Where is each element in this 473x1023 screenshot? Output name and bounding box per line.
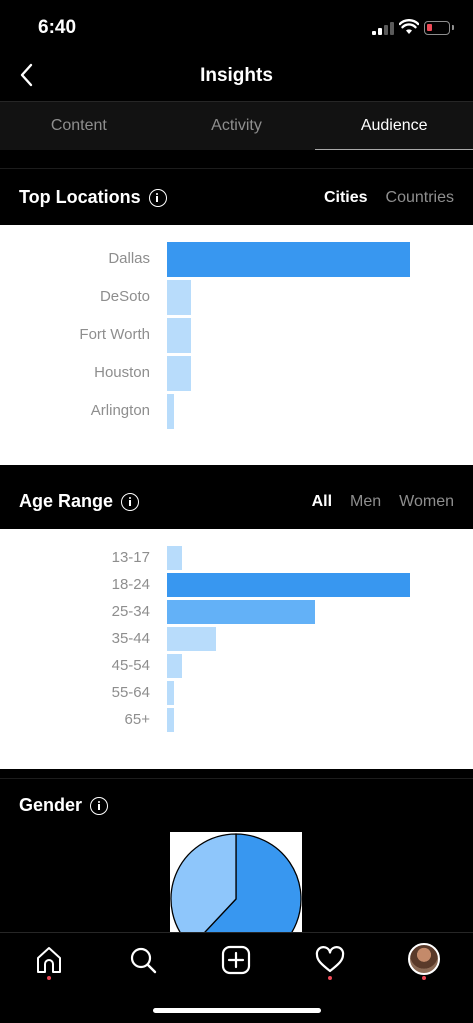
top-locations-chart: Dallas DeSoto Fort Worth Houston Arlington bbox=[0, 225, 473, 465]
bar-label: 18-24 bbox=[111, 576, 150, 593]
age-range-title-text: Age Range bbox=[19, 491, 114, 511]
section-divider bbox=[0, 151, 473, 169]
location-bar bbox=[167, 394, 174, 429]
notification-dot bbox=[47, 976, 51, 980]
age-range-chart: 13-17 18-24 25-34 35-44 45-54 55-64 65+ bbox=[0, 529, 473, 769]
age-bar bbox=[167, 627, 216, 651]
info-icon[interactable] bbox=[148, 188, 167, 207]
location-filters: Cities Countries bbox=[324, 189, 454, 207]
location-bar bbox=[167, 318, 191, 353]
location-bar bbox=[167, 280, 191, 315]
pie-slice bbox=[170, 833, 237, 932]
add-post-icon[interactable] bbox=[221, 945, 251, 975]
bar-label: Houston bbox=[94, 364, 150, 381]
tab-bar: Content Activity Audience bbox=[0, 102, 473, 150]
tab-audience[interactable]: Audience bbox=[315, 102, 473, 150]
age-bar bbox=[167, 573, 410, 597]
location-bar bbox=[167, 242, 410, 277]
top-locations-header: Top Locations Cities Countries bbox=[0, 171, 473, 225]
age-bar bbox=[167, 546, 182, 570]
top-locations-title: Top Locations bbox=[19, 187, 167, 208]
home-icon[interactable] bbox=[34, 945, 64, 975]
section-divider bbox=[0, 778, 473, 779]
gender-chart bbox=[170, 832, 302, 932]
bar-label: 35-44 bbox=[111, 630, 150, 647]
age-filters: All Men Women bbox=[312, 493, 454, 511]
heart-icon[interactable] bbox=[315, 945, 345, 975]
tab-activity[interactable]: Activity bbox=[211, 117, 262, 134]
bar-label: 13-17 bbox=[111, 549, 150, 566]
bottom-nav bbox=[0, 932, 473, 1023]
bar-label: Dallas bbox=[108, 250, 150, 267]
bar-label: Fort Worth bbox=[79, 326, 150, 343]
bar-label: DeSoto bbox=[99, 288, 150, 305]
info-icon[interactable] bbox=[121, 492, 140, 511]
age-bar bbox=[167, 708, 174, 732]
status-bar: 6:40 bbox=[0, 0, 473, 56]
signal-icon bbox=[372, 22, 394, 35]
age-bar bbox=[167, 600, 315, 624]
bar-label: 65+ bbox=[124, 711, 150, 728]
header: Insights bbox=[0, 56, 473, 102]
gender-title: Gender bbox=[19, 795, 109, 816]
age-bar bbox=[167, 681, 174, 705]
age-bar bbox=[167, 654, 182, 678]
wifi-icon bbox=[399, 19, 419, 34]
bar-label: Arlington bbox=[90, 402, 150, 419]
pie-slice bbox=[204, 833, 302, 932]
age-range-header: Age Range All Men Women bbox=[0, 475, 473, 529]
info-icon[interactable] bbox=[90, 796, 109, 815]
profile-avatar[interactable] bbox=[408, 943, 440, 975]
battery-icon bbox=[424, 21, 454, 35]
bar-label: 25-34 bbox=[111, 603, 150, 620]
filter-men[interactable]: Men bbox=[350, 493, 382, 510]
tab-content[interactable]: Content bbox=[50, 117, 107, 134]
search-icon[interactable] bbox=[128, 945, 158, 975]
location-bar bbox=[167, 356, 191, 391]
filter-countries[interactable]: Countries bbox=[385, 189, 454, 206]
bar-label: 55-64 bbox=[111, 684, 150, 701]
back-icon[interactable] bbox=[16, 62, 38, 88]
notification-dot bbox=[422, 976, 426, 980]
status-time: 6:40 bbox=[38, 17, 77, 38]
filter-all[interactable]: All bbox=[311, 493, 333, 510]
filter-cities[interactable]: Cities bbox=[323, 189, 368, 206]
gender-title-text: Gender bbox=[19, 795, 83, 815]
gender-header: Gender bbox=[0, 779, 473, 833]
page-title: Insights bbox=[200, 65, 273, 86]
age-range-title: Age Range bbox=[19, 491, 140, 512]
top-locations-title-text: Top Locations bbox=[19, 187, 141, 207]
bar-label: 45-54 bbox=[111, 657, 150, 674]
notification-dot bbox=[328, 976, 332, 980]
home-indicator bbox=[153, 1008, 321, 1013]
filter-women[interactable]: Women bbox=[399, 493, 454, 510]
